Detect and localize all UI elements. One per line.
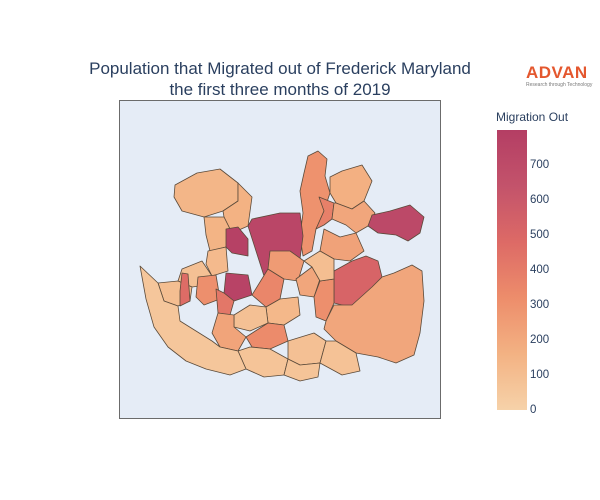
colorbar-tick-0: 0 [530,404,537,416]
chart-title: Population that Migrated out of Frederic… [40,58,520,100]
colorbar [497,130,527,410]
colorbar-tick-500: 500 [530,229,550,241]
colorbar-tick-200: 200 [530,334,550,346]
colorbar-tick-700: 700 [530,159,550,171]
region-northwest-b[interactable] [205,246,229,277]
region-west-d[interactable] [223,272,253,302]
region-west-c[interactable] [195,274,221,306]
chart-title-line-1: Population that Migrated out of Frederic… [89,59,471,78]
region-south-d[interactable] [237,346,289,378]
region-southeast-large[interactable] [323,264,425,364]
chart-title-line-2: the first three months of 2019 [169,80,391,99]
logo-tagline: Research through Technology [526,82,593,88]
colorbar-tick-100: 100 [530,369,550,381]
logo-wordmark: ADVAN [526,63,588,82]
region-southwest[interactable] [139,265,247,376]
region-south-east-small[interactable] [319,340,361,376]
region-west-b[interactable] [179,272,191,307]
region-south-center[interactable] [283,358,321,382]
region-west-e[interactable] [215,288,235,316]
map-panel[interactable] [119,100,441,419]
colorbar-tick-400: 400 [530,264,550,276]
colorbar-tick-300: 300 [530,299,550,311]
region-north-spike[interactable] [299,150,331,257]
region-central-west-small[interactable] [225,226,249,257]
colorbar-title: Migration Out [496,110,569,124]
region-center-a[interactable] [251,268,285,308]
region-south-a[interactable] [211,312,247,352]
region-northeast-mid[interactable] [331,200,376,234]
region-south-c[interactable] [287,332,327,366]
region-northeast-east[interactable] [367,204,425,242]
advan-logo: ADVAN Research through Technology [526,64,596,89]
region-center-strip[interactable] [303,250,335,282]
choropleth-map[interactable] [120,101,440,418]
colorbar-tick-600: 600 [530,194,550,206]
